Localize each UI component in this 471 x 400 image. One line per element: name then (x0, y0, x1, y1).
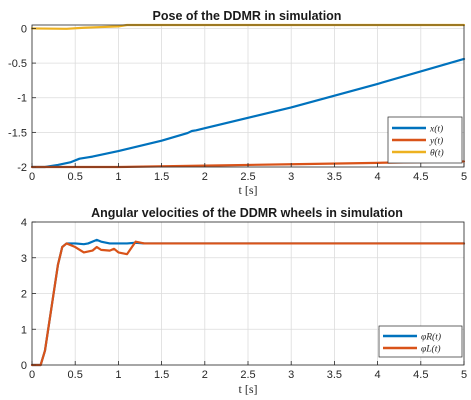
pose-x-tick-label: 0 (29, 171, 35, 183)
wheel-series-line-1 (30, 240, 466, 367)
wheel-y-tick-label: 4 (21, 217, 27, 229)
pose-x-ticks: 0 0.5 1 1.5 2 2.5 3 3.5 4 4.5 5 (29, 163, 467, 183)
pose-x-tick-label: 2.5 (240, 171, 255, 183)
pose-y-tick-label: -2 (17, 162, 27, 174)
pose-x-tick-label: 3 (288, 171, 294, 183)
pose-x-tick-label: 5 (461, 171, 467, 183)
wheel-velocity-chart: Angular velocities of the DDMR wheels in… (21, 206, 467, 396)
wheel-x-tick-label: 1 (115, 369, 121, 381)
pose-y-tick-label: 0 (21, 23, 27, 35)
wheel-y-ticks: 0 1 2 3 4 (21, 217, 36, 372)
pose-chart-title: Pose of the DDMR in simulation (153, 9, 342, 23)
pose-x-tick-label: 0.5 (68, 171, 83, 183)
pose-x-axis-label: t [s] (239, 183, 258, 197)
pose-x-tick-label: 3.5 (327, 171, 342, 183)
pose-x-tick-label: 4.5 (413, 171, 428, 183)
legend-label-phi-l: φL(t) (421, 344, 441, 355)
wheel-y-tick-label: 1 (21, 324, 27, 336)
wheel-x-ticks: 0 0.5 1 1.5 2 2.5 3 3.5 4 4.5 5 (29, 361, 467, 381)
wheel-x-tick-label: 2 (202, 369, 208, 381)
wheel-x-axis-label: t [s] (239, 382, 258, 396)
pose-x-tick-label: 2 (202, 171, 208, 183)
legend-label-phi-r: φR(t) (421, 332, 441, 343)
legend-label-theta: θ(t) (430, 148, 444, 159)
legend-label-x: x(t) (429, 124, 443, 135)
wheel-x-tick-label: 3.5 (327, 369, 342, 381)
legend-label-y: y(t) (429, 136, 443, 147)
wheel-x-tick-label: 0 (29, 369, 35, 381)
wheel-y-tick-label: 3 (21, 253, 27, 265)
wheel-chart-title: Angular velocities of the DDMR wheels in… (91, 206, 403, 220)
wheel-x-tick-label: 3 (288, 369, 294, 381)
wheel-legend: φR(t) φL(t) (378, 325, 463, 358)
pose-x-tick-label: 1 (115, 171, 121, 183)
wheel-series (30, 238, 466, 367)
pose-y-tick-label: -1.5 (8, 127, 27, 139)
wheel-y-tick-label: 0 (21, 360, 27, 372)
wheel-x-tick-label: 0.5 (68, 369, 83, 381)
pose-legend: x(t) y(t) θ(t) (387, 116, 463, 164)
wheel-y-tick-label: 2 (21, 289, 27, 301)
wheel-x-tick-label: 1.5 (154, 369, 169, 381)
wheel-x-tick-label: 4 (375, 369, 381, 381)
pose-y-tick-label: -1 (17, 93, 27, 105)
wheel-x-tick-label: 2.5 (240, 369, 255, 381)
pose-y-tick-label: -0.5 (8, 58, 27, 70)
pose-y-ticks: -2 -1.5 -1 -0.5 0 (8, 23, 36, 174)
pose-x-tick-label: 1.5 (154, 171, 169, 183)
pose-series-line-0 (30, 57, 466, 169)
pose-x-tick-label: 4 (375, 171, 381, 183)
pose-chart: Pose of the DDMR in simulation 0 0.5 1 1.5 2… (8, 9, 467, 197)
wheel-x-tick-label: 4.5 (413, 369, 428, 381)
wheel-x-tick-label: 5 (461, 369, 467, 381)
